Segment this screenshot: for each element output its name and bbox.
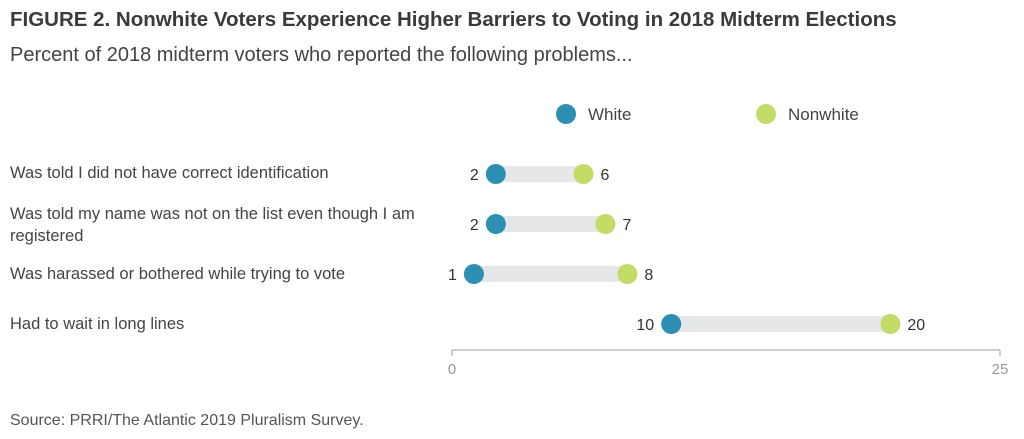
dot-white-2	[463, 264, 484, 284]
row-label-not-on-list: Was told my name was not on the list eve…	[10, 205, 415, 245]
data-label-white-2: 1	[448, 267, 457, 284]
data-label-nonwhite-0: 6	[601, 167, 610, 184]
data-label-white-1: 2	[470, 217, 479, 234]
dumbbell-chart: White Nonwhite 2 6 2 7 1 8 10 20 0 25	[448, 104, 1009, 378]
data-label-white-3: 10	[636, 317, 654, 334]
x-tick-label-0: 0	[448, 361, 456, 378]
source-note: Source: PRRI/The Atlantic 2019 Pluralism…	[10, 412, 364, 429]
dot-white-0	[485, 164, 506, 184]
legend-marker-nonwhite	[756, 104, 776, 124]
chart-subtitle: Percent of 2018 midterm voters who repor…	[10, 44, 633, 66]
row-label-long-lines: Had to wait in long lines	[10, 315, 185, 333]
dot-nonwhite-3	[880, 314, 901, 334]
row-label-identification: Was told I did not have correct identifi…	[10, 164, 329, 182]
chart-title: FIGURE 2. Nonwhite Voters Experience Hig…	[10, 8, 897, 31]
data-label-nonwhite-2: 8	[644, 267, 653, 284]
dot-white-1	[485, 214, 506, 234]
x-tick-label-25: 25	[992, 361, 1009, 378]
data-label-nonwhite-3: 20	[907, 317, 925, 334]
dot-white-3	[661, 314, 682, 334]
data-label-nonwhite-1: 7	[622, 217, 631, 234]
legend-marker-white	[556, 104, 576, 124]
dot-nonwhite-0	[573, 164, 594, 184]
legend-label-nonwhite: Nonwhite	[788, 105, 859, 124]
data-label-white-0: 2	[470, 167, 479, 184]
dot-nonwhite-1	[595, 214, 616, 234]
dot-nonwhite-2	[617, 264, 638, 284]
row-label-harassed: Was harassed or bothered while trying to…	[10, 265, 346, 283]
legend-label-white: White	[588, 105, 631, 124]
